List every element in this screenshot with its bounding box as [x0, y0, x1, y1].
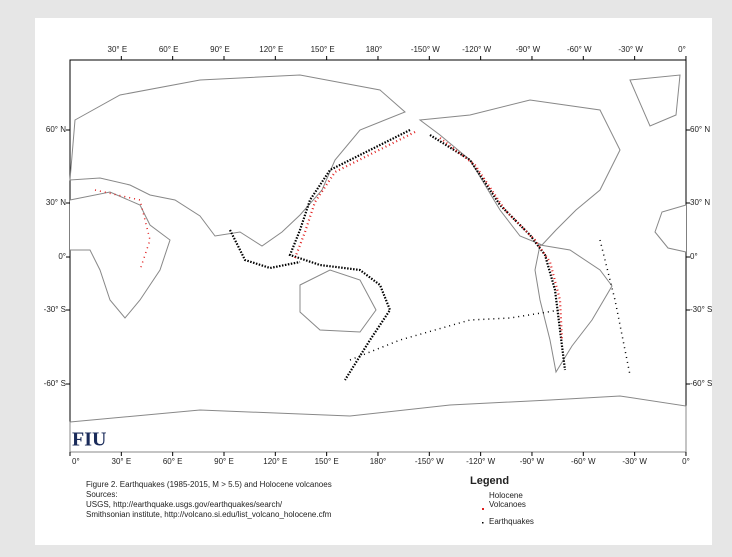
legend-item: Holocene Volcanoes: [489, 491, 526, 509]
top-tick-label: 120° E: [259, 45, 283, 54]
land: [69, 74, 687, 453]
right-tick-label: 0°: [690, 252, 698, 261]
caption-title: Figure 2. Earthquakes (1985-2015, M > 5.…: [86, 480, 332, 489]
left-tick-label: 30° N: [46, 198, 66, 207]
ridge-earthquakes: [349, 239, 631, 376]
eurasia: [69, 74, 406, 247]
volcano-belt: [293, 131, 564, 341]
bottom-tick-label: -120° W: [466, 457, 495, 466]
legend-volcano-symbol: [482, 508, 484, 510]
right-tick-label: -30° S: [690, 305, 712, 314]
top-tick-label: -90° W: [516, 45, 541, 54]
earthquake-belt: [288, 129, 411, 381]
left-tick-label: -60° S: [44, 379, 66, 388]
logo: FIU: [72, 429, 106, 451]
left-tick-label: 60° N: [46, 125, 66, 134]
bottom-tick-label: 180°: [370, 457, 387, 466]
bottom-tick-label: 150° E: [315, 457, 339, 466]
right-tick-label: 60° N: [690, 125, 710, 134]
bottom-tick-label: -150° W: [415, 457, 444, 466]
bottom-tick-label: 60° E: [163, 457, 183, 466]
legend-item: Earthquakes: [489, 517, 534, 526]
bottom-tick-label: 30° E: [112, 457, 132, 466]
legend-earthquake-symbol: [482, 522, 484, 524]
africa: [69, 191, 171, 319]
australia: [299, 269, 377, 333]
top-tick-label: 180°: [366, 45, 383, 54]
caption-source: USGS, http://earthquake.usgs.gov/earthqu…: [86, 500, 283, 509]
top-tick-label: 150° E: [311, 45, 335, 54]
top-tick-label: -60° W: [567, 45, 592, 54]
top-tick-label: 90° E: [210, 45, 230, 54]
right-tick-label: -60° S: [690, 379, 712, 388]
top-tick-label: 0°: [678, 45, 686, 54]
bottom-tick-label: -90° W: [520, 457, 545, 466]
earthquake-belt: [229, 229, 301, 270]
right-tick-label: 30° N: [690, 198, 710, 207]
bottom-tick-label: -30° W: [622, 457, 647, 466]
top-tick-label: 30° E: [108, 45, 128, 54]
legend-title: Legend: [470, 475, 510, 487]
west-africa: [654, 204, 687, 253]
seismic-belts: [94, 129, 631, 381]
top-tick-label: -120° W: [462, 45, 491, 54]
caption: Figure 2. Earthquakes (1985-2015, M > 5.…: [86, 480, 332, 520]
top-tick-label: 60° E: [159, 45, 179, 54]
bottom-tick-label: 120° E: [263, 457, 287, 466]
left-tick-label: 0°: [58, 252, 66, 261]
left-tick-label: -30° S: [44, 305, 66, 314]
bottom-tick-label: 90° E: [214, 457, 234, 466]
earthquake-belt: [429, 134, 567, 371]
top-tick-label: -150° W: [411, 45, 440, 54]
caption-source: Smithsonian institute, http://volcano.si…: [86, 510, 332, 519]
greenland: [629, 74, 681, 127]
top-tick-label: -30° W: [618, 45, 643, 54]
south-america: [534, 244, 613, 374]
caption-sources-heading: Sources:: [86, 490, 118, 499]
bottom-tick-label: -60° W: [571, 457, 596, 466]
bottom-tick-label: 0°: [72, 457, 80, 466]
bottom-tick-label: 0°: [682, 457, 690, 466]
